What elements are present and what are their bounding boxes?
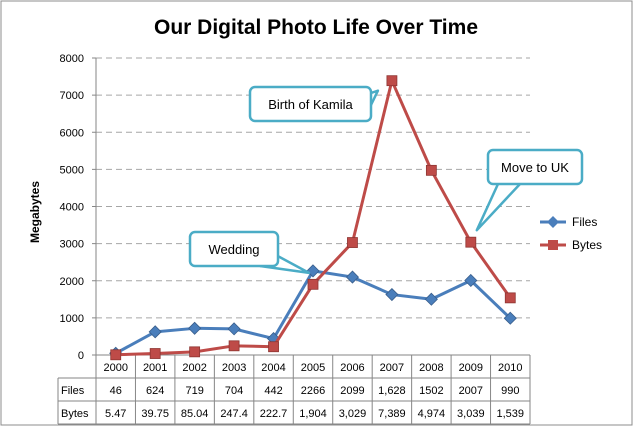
x-tick-label: 2000 (103, 362, 127, 374)
table-cell: 1,628 (378, 385, 406, 397)
callout: Move to UK (475, 148, 584, 232)
x-tick-label: 2005 (301, 362, 325, 374)
x-tick-label: 2009 (459, 362, 483, 374)
data-point (148, 325, 162, 339)
x-tick-label: 2001 (143, 362, 167, 374)
legend: Files Bytes (540, 215, 602, 252)
table-cell: 1,904 (299, 408, 327, 420)
table-cell: 3,039 (457, 408, 485, 420)
table-cell: 4,974 (418, 408, 446, 420)
data-point (347, 237, 358, 248)
gridlines (96, 57, 530, 319)
data-point (345, 270, 360, 284)
data-point (306, 264, 320, 278)
table-cell: 46 (110, 385, 122, 397)
table-cell: 704 (225, 385, 243, 397)
x-tick-label: 2002 (182, 362, 206, 374)
data-point (464, 273, 478, 288)
data-point (268, 341, 279, 353)
callout-pointer (475, 183, 521, 232)
data-point (228, 340, 240, 352)
callouts: Wedding Birth of Kamila Move to UK (188, 85, 584, 275)
callout-label: Wedding (208, 242, 259, 257)
x-tick-label: 2010 (498, 362, 522, 374)
y-tick-label: 1000 (60, 313, 84, 325)
series-lines (109, 75, 517, 361)
data-point (189, 346, 201, 358)
x-tick-label: 2003 (222, 362, 246, 374)
callout-label: Birth of Kamila (268, 97, 353, 112)
x-tick-label: 2007 (380, 362, 404, 374)
data-point (504, 292, 516, 304)
axes: 0 1000 2000 3000 4000 5000 6000 7000 8000 (60, 53, 97, 362)
callout: Wedding (188, 230, 311, 275)
callout-box (248, 85, 373, 123)
y-tick-label: 7000 (60, 90, 84, 102)
data-point (503, 311, 517, 325)
legend-marker (547, 216, 559, 228)
data-point (425, 164, 437, 176)
table-cell: 1502 (419, 385, 443, 397)
table-cell: 719 (185, 385, 203, 397)
table-cell: 1,539 (497, 408, 525, 420)
data-point (385, 287, 399, 302)
data-point (188, 321, 202, 335)
y-tick-label: 6000 (60, 127, 84, 139)
y-tick-label: 4000 (60, 202, 84, 214)
x-tick-label: 2008 (419, 362, 443, 374)
table-cell: 7,389 (378, 408, 406, 420)
chart-title: Our Digital Photo Life Over Time (154, 16, 478, 39)
y-tick-label: 0 (78, 350, 84, 362)
table-cell: 2266 (301, 385, 325, 397)
table-cell: 39.75 (141, 408, 169, 420)
table-row-label: Bytes (61, 408, 89, 420)
callout: Birth of Kamila (248, 85, 380, 123)
y-axis-label: Megabytes (28, 181, 42, 243)
x-tick-label: 2006 (340, 362, 364, 374)
table-cell: 5.47 (105, 408, 126, 420)
table-cell: 222.7 (260, 408, 288, 420)
callout-pointer (369, 89, 380, 106)
y-tick-label: 2000 (60, 276, 84, 288)
y-tick-label: 3000 (60, 239, 84, 251)
callout-box (486, 148, 584, 186)
table-cell: 247.4 (220, 408, 248, 420)
legend-label: Bytes (572, 238, 602, 252)
table-cell: 85.04 (181, 408, 209, 420)
data-point (110, 349, 122, 361)
data-point (307, 278, 319, 290)
table-row-label: Files (61, 385, 85, 397)
data-point (465, 236, 477, 248)
legend-label: Files (572, 215, 597, 229)
table-cell: 2099 (340, 385, 364, 397)
table-cell: 2007 (459, 385, 483, 397)
callout-label: Move to UK (501, 160, 569, 175)
data-point (386, 75, 398, 87)
data-table: 2000 2001 2002 2003 2004 2005 2006 2007 2008 2009… (57, 354, 531, 425)
data-point (424, 292, 438, 306)
callout-box (188, 230, 280, 268)
table-cell: 990 (501, 385, 519, 397)
x-tick-label: 2004 (261, 362, 285, 374)
table-cell: 624 (146, 385, 164, 397)
data-point (149, 348, 161, 359)
data-point (227, 322, 241, 336)
table-cell: 3,029 (339, 408, 367, 420)
y-tick-label: 5000 (60, 164, 84, 176)
table-cell: 442 (264, 385, 282, 397)
y-tick-label: 8000 (60, 53, 84, 65)
legend-marker (548, 240, 558, 250)
